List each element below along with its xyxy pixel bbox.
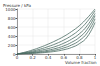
svg-text:800: 800 (8, 16, 16, 21)
svg-text:200: 200 (8, 43, 16, 48)
svg-text:0.8: 0.8 (76, 55, 83, 60)
svg-text:0: 0 (13, 51, 16, 57)
svg-text:0.4: 0.4 (45, 55, 52, 60)
svg-text:0: 0 (16, 55, 19, 60)
svg-text:1: 1 (94, 55, 97, 60)
svg-text:400: 400 (8, 34, 16, 39)
svg-text:Volume fraction: Volume fraction (65, 60, 97, 65)
svg-text:0.2: 0.2 (29, 55, 36, 60)
svg-text:1000: 1000 (5, 7, 16, 12)
svg-text:Pressure / kPa: Pressure / kPa (3, 2, 31, 8)
svg-text:0.6: 0.6 (61, 55, 68, 60)
svg-text:600: 600 (8, 25, 16, 30)
